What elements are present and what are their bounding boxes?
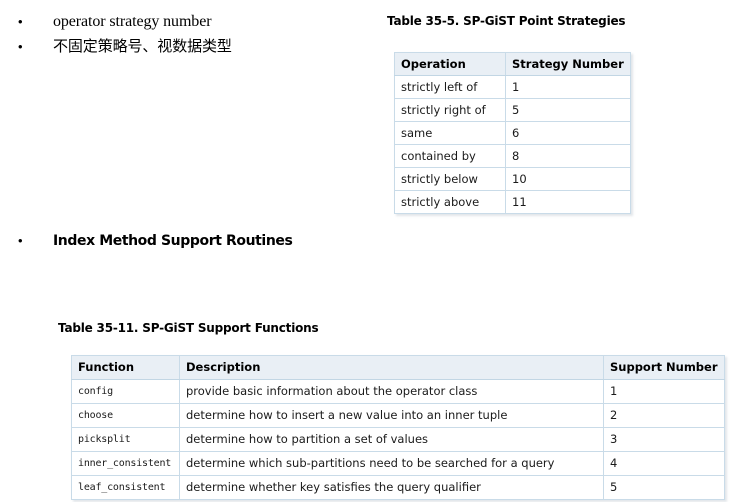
cell-operation: strictly right of — [394, 98, 506, 122]
bullet-item-operator-strategy-number: • operator strategy number — [18, 13, 212, 31]
table-caption-support-functions: Table 35-11. SP-GiST Support Functions — [58, 321, 319, 335]
table-spgist-support-functions: Function Description Support Number conf… — [71, 355, 725, 500]
table-row: inner_consistent determine which sub-par… — [71, 451, 725, 476]
table-row: same 6 — [394, 121, 631, 145]
cell-support-number: 3 — [603, 427, 725, 452]
table-row: strictly right of 5 — [394, 98, 631, 122]
cell-strategy-number: 11 — [505, 190, 631, 214]
cell-support-number: 5 — [603, 475, 725, 500]
cell-function: config — [71, 379, 180, 404]
cell-description: determine whether key satisfies the quer… — [179, 475, 604, 500]
cell-support-number: 1 — [603, 379, 725, 404]
bullet-label: Index Method Support Routines — [53, 233, 293, 249]
table-header-row: Function Description Support Number — [71, 355, 725, 380]
table-row: leaf_consistent determine whether key sa… — [71, 475, 725, 500]
column-header-description: Description — [179, 355, 604, 380]
bullet-marker-icon: • — [18, 14, 23, 29]
table-row: strictly above 11 — [394, 190, 631, 214]
table-caption-strategies: Table 35-5. SP-GiST Point Strategies — [387, 14, 626, 28]
cell-operation: strictly below — [394, 167, 506, 191]
table-row: config provide basic information about t… — [71, 379, 725, 404]
bullet-marker-icon: • — [18, 233, 23, 248]
cell-strategy-number: 5 — [505, 98, 631, 122]
table-row: picksplit determine how to partition a s… — [71, 427, 725, 452]
cell-function: choose — [71, 403, 180, 428]
table-header-row: Operation Strategy Number — [394, 52, 631, 76]
column-header-function: Function — [71, 355, 180, 380]
column-header-strategy-number: Strategy Number — [505, 52, 631, 76]
cell-operation: strictly above — [394, 190, 506, 214]
table-row: choose determine how to insert a new val… — [71, 403, 725, 428]
cell-description: determine how to insert a new value into… — [179, 403, 604, 428]
cell-function: picksplit — [71, 427, 180, 452]
cell-operation: same — [394, 121, 506, 145]
table-row: contained by 8 — [394, 144, 631, 168]
column-header-operation: Operation — [394, 52, 506, 76]
column-header-support-number: Support Number — [603, 355, 725, 380]
bullet-item-cjk-note: • 不固定策略号、视数据类型 — [18, 37, 232, 55]
cell-support-number: 4 — [603, 451, 725, 476]
cell-strategy-number: 8 — [505, 144, 631, 168]
bullet-item-index-method-support-routines: • Index Method Support Routines — [18, 233, 293, 249]
table-row: strictly below 10 — [394, 167, 631, 191]
cell-function: inner_consistent — [71, 451, 180, 476]
cell-operation: strictly left of — [394, 75, 506, 99]
cell-function: leaf_consistent — [71, 475, 180, 500]
cell-support-number: 2 — [603, 403, 725, 428]
table-row: strictly left of 1 — [394, 75, 631, 99]
cell-description: determine which sub-partitions need to b… — [179, 451, 604, 476]
cell-strategy-number: 10 — [505, 167, 631, 191]
cell-strategy-number: 6 — [505, 121, 631, 145]
bullet-marker-icon: • — [18, 39, 23, 54]
cell-description: determine how to partition a set of valu… — [179, 427, 604, 452]
cell-operation: contained by — [394, 144, 506, 168]
table-spgist-point-strategies: Operation Strategy Number strictly left … — [394, 52, 631, 214]
bullet-label: operator strategy number — [53, 13, 212, 30]
bullet-label: 不固定策略号、视数据类型 — [53, 37, 232, 55]
cell-strategy-number: 1 — [505, 75, 631, 99]
cell-description: provide basic information about the oper… — [179, 379, 604, 404]
